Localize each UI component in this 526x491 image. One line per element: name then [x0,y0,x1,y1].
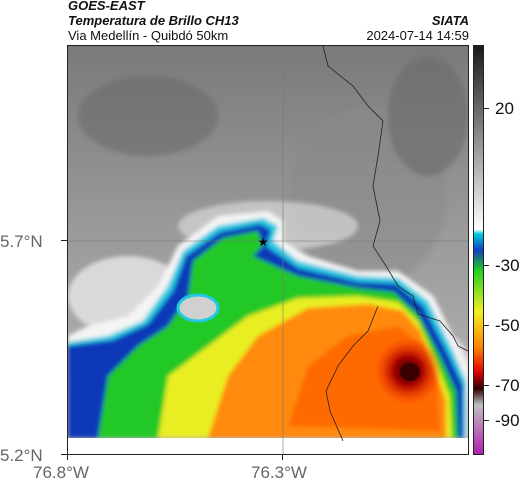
colorbar-tick-minus50: -50 [495,316,520,335]
border-line [322,46,468,442]
lon-tick-76.3 [282,455,283,460]
colorbar-tick-minus30: -30 [495,256,520,275]
colorbar-tick-minus90: -90 [495,411,520,430]
header-datetime: 2024-07-14 14:59 [366,28,469,43]
header-region: Via Medellín - Quibdó 50km [68,28,229,43]
lat-label-5.7: 5.7°N [0,232,43,251]
lat-tick-5.7 [61,240,67,241]
header-agency: SIATA [431,13,469,28]
lon-label-76.3: 76.3°W [251,463,307,482]
lat-label-5.2: 5.2°N [0,446,43,465]
map-plot: ★ [67,45,469,455]
lon-label-76.8: 76.8°W [33,463,89,482]
lon-tick-76.8 [67,455,68,460]
clear-hole [176,293,220,323]
header-satellite: GOES-EAST [68,0,145,13]
colorbar [473,45,484,455]
star-icon: ★ [258,235,269,249]
lat-tick-5.2 [61,454,67,455]
colorbar-tick-20: 20 [495,99,514,118]
no-data-strip [68,438,468,454]
brightness-temperature-map: ★ [68,46,468,454]
colorbar-tick-minus70: -70 [495,376,520,395]
header-product: Temperatura de Brillo CH13 [68,13,239,28]
